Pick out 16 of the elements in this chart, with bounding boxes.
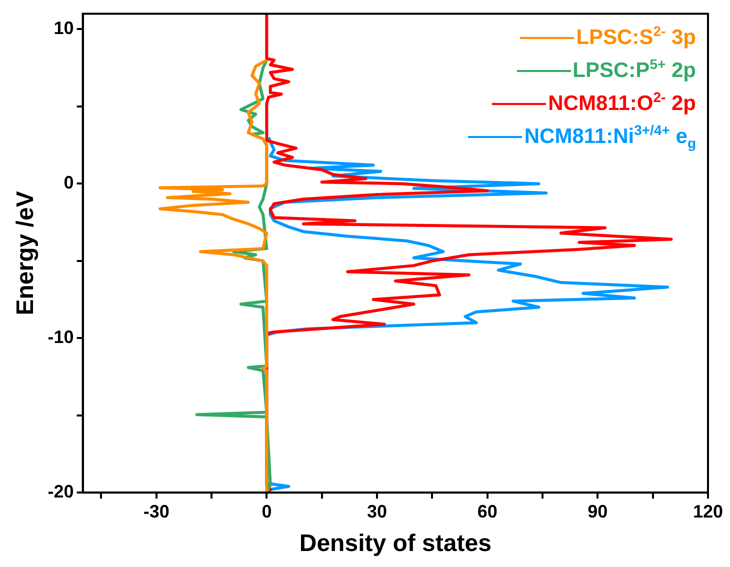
legend-label: NCM811:O$^{2-}$ 2p xyxy=(548,89,696,115)
x-axis-title: Density of states xyxy=(299,530,492,558)
x-tick-label: -30 xyxy=(143,501,170,522)
x-tick-label: 30 xyxy=(367,501,388,522)
x-tick-label: 120 xyxy=(692,501,724,522)
legend-label: NCM811:Ni$^{3+/4+}$ e$_{g}$ xyxy=(524,122,696,152)
x-tick-label: 90 xyxy=(588,501,608,522)
x-tick-label: 0 xyxy=(262,501,272,522)
y-tick-label: -10 xyxy=(48,327,74,348)
legend-label: LPSC:P$^{5+}$ 2p xyxy=(572,56,696,82)
legend-label: LPSC:S$^{2-}$ 3p xyxy=(576,23,696,49)
y-axis-title: Energy /eV xyxy=(12,191,40,316)
y-tick-label: -20 xyxy=(48,482,74,502)
x-tick-label: 60 xyxy=(477,501,498,522)
y-tick-label: 0 xyxy=(64,172,74,193)
y-tick-label: 10 xyxy=(54,18,74,38)
